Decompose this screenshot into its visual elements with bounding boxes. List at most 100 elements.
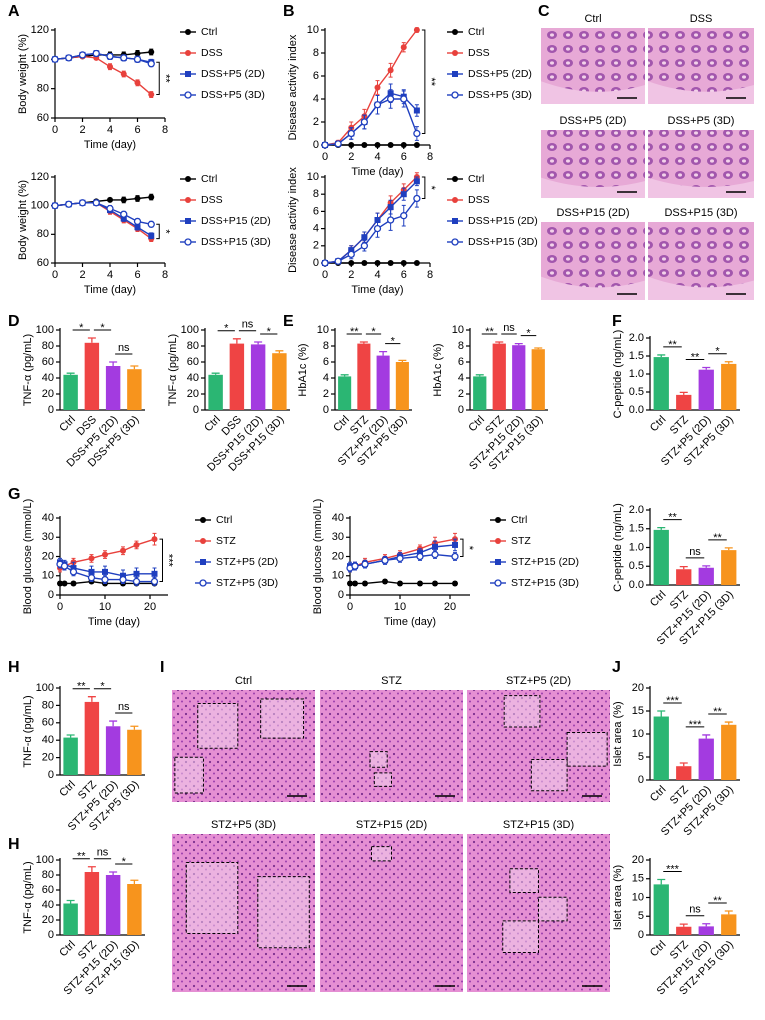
data-point <box>400 212 408 220</box>
islet-box <box>370 846 393 862</box>
legend-marker <box>495 559 501 565</box>
y-tick-label: 0.5 <box>629 386 644 398</box>
legend-label: Ctrl <box>201 173 217 185</box>
data-point <box>120 71 127 77</box>
error-bar <box>66 734 75 738</box>
error-bar <box>679 565 688 570</box>
y-tick-label: 30 <box>332 531 344 543</box>
significance-label: *** <box>689 719 703 731</box>
data-point <box>400 44 407 51</box>
y-tick-label: 0 <box>338 589 344 601</box>
y-tick-label: 10 <box>332 570 344 582</box>
y-tick-label: 60 <box>37 257 49 269</box>
y-tick-label: 60 <box>37 112 49 124</box>
y-tick-label: 0.5 <box>629 560 644 572</box>
error-bar <box>657 710 666 717</box>
y-axis-label: Blood glucose (mmol/L) <box>312 499 324 615</box>
data-point <box>134 195 141 202</box>
data-point <box>87 574 96 582</box>
significance-label: ** <box>350 326 359 338</box>
y-axis-label: Body weight (%) <box>17 34 29 114</box>
bar <box>84 701 100 775</box>
legend-label: Ctrl <box>468 173 484 185</box>
bar <box>105 875 121 935</box>
x-tick-label: 4 <box>107 124 113 136</box>
legend-label: STZ <box>216 535 236 547</box>
bar <box>63 903 78 935</box>
data-point <box>106 204 114 213</box>
data-point <box>360 242 369 250</box>
data-point <box>132 577 141 586</box>
y-tick-label: 30 <box>42 531 54 543</box>
significance-label: * <box>224 323 229 335</box>
y-axis-label: Body weight (%) <box>17 180 29 260</box>
x-tick-label: 0 <box>57 601 63 613</box>
data-point <box>120 210 128 218</box>
y-tick-label: 80 <box>42 869 54 881</box>
legend-marker <box>185 197 191 203</box>
image-label: DSS+P5 (2D) <box>560 115 627 127</box>
bar <box>698 369 714 410</box>
y-tick-label: 1.5 <box>629 350 644 362</box>
y-tick-label: 5 <box>638 751 644 763</box>
bar <box>653 884 669 935</box>
legend-marker <box>495 538 501 544</box>
error-bar <box>475 374 484 377</box>
data-point <box>78 199 87 207</box>
legend-label: DSS <box>201 194 223 206</box>
bar <box>698 738 714 780</box>
y-tick-label: 1.0 <box>629 368 644 380</box>
legend-marker <box>185 50 191 56</box>
bar <box>512 345 526 410</box>
error-bar <box>275 350 284 354</box>
legend-marker <box>185 29 191 35</box>
bar <box>84 342 100 410</box>
significance-label: * <box>715 346 720 358</box>
legend-label: DSS+P5 (2D) <box>468 68 532 80</box>
series-line <box>324 29 418 146</box>
data-point <box>373 224 382 233</box>
legend-marker <box>452 197 458 203</box>
data-point <box>387 142 394 148</box>
error-bar <box>702 734 711 739</box>
legend-marker <box>200 559 206 565</box>
data-point <box>119 575 127 584</box>
legend-marker <box>185 218 191 224</box>
y-axis-label: TNF-α (pg/mL) <box>22 334 34 406</box>
data-point <box>148 91 155 98</box>
significance-label: ns <box>118 342 130 354</box>
data-point <box>374 142 381 148</box>
panel-label: G <box>8 486 20 503</box>
error-bar <box>87 337 96 343</box>
bar <box>473 376 487 410</box>
y-tick-label: 100 <box>31 53 49 65</box>
y-tick-label: 20 <box>42 914 54 926</box>
legend-marker <box>184 238 192 246</box>
error-bar <box>702 923 711 927</box>
significance-label: * <box>122 856 127 868</box>
bar <box>272 353 287 410</box>
bar <box>395 362 409 410</box>
y-tick-label: 10 <box>452 324 464 336</box>
y-tick-label: 40 <box>42 899 54 911</box>
y-tick-label: 40 <box>42 734 54 746</box>
bar <box>676 394 692 410</box>
y-tick-label: 2 <box>458 388 464 400</box>
image-label: Ctrl <box>584 13 601 25</box>
error-bar <box>130 365 139 370</box>
y-tick-label: 2 <box>313 240 319 252</box>
y-tick-label: 2 <box>313 116 319 128</box>
data-point <box>133 541 140 548</box>
data-point <box>347 250 355 259</box>
y-tick-label: 80 <box>187 340 199 352</box>
panel-label: H <box>8 836 20 853</box>
x-tick-label: 8 <box>427 269 433 281</box>
data-point <box>347 129 355 138</box>
legend-label: STZ+P5 (3D) <box>216 577 278 589</box>
data-point <box>148 194 155 201</box>
y-tick-label: 0 <box>48 404 54 416</box>
y-tick-label: 60 <box>42 717 54 729</box>
significance-label: ns <box>118 701 130 713</box>
significance-label: ns <box>242 319 254 331</box>
significance-label: * <box>391 336 396 348</box>
